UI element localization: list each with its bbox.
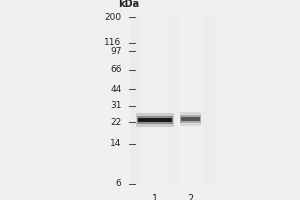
Bar — [137, 116, 173, 124]
Text: 31: 31 — [110, 101, 122, 110]
Text: 97: 97 — [110, 47, 122, 56]
Text: 44: 44 — [110, 85, 122, 94]
Bar — [138, 118, 172, 122]
Text: 1: 1 — [152, 194, 158, 200]
Text: 22: 22 — [110, 118, 122, 127]
Bar — [178, 17, 203, 184]
Bar — [180, 112, 201, 126]
Text: 66: 66 — [110, 65, 122, 74]
Text: kDa: kDa — [118, 0, 140, 9]
Text: 6: 6 — [116, 180, 122, 188]
Bar — [180, 115, 201, 123]
Bar — [142, 17, 168, 184]
Text: 2: 2 — [188, 194, 194, 200]
Text: 200: 200 — [104, 12, 122, 21]
Text: 14: 14 — [110, 139, 122, 148]
Bar — [181, 117, 200, 121]
Text: 116: 116 — [104, 38, 122, 47]
Bar — [136, 113, 174, 127]
